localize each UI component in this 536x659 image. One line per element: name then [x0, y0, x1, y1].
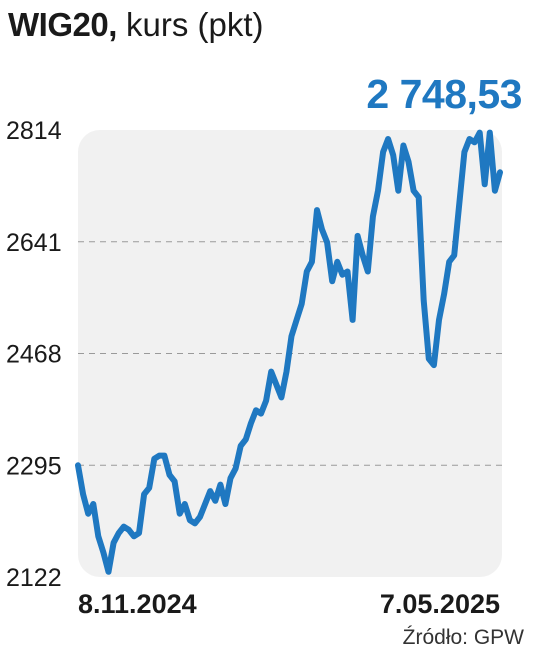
- x-axis-tick-labels: 8.11.2024 7.05.2025: [78, 589, 500, 619]
- source-note: Źródło: GPW: [402, 626, 524, 649]
- series-line: [75, 129, 503, 575]
- chart-title: WIG20, kurs (pkt): [8, 8, 264, 41]
- y-tick-label: 2468: [6, 341, 62, 369]
- y-tick-label: 2122: [6, 564, 62, 592]
- y-tick-label: 2295: [6, 452, 62, 480]
- y-tick-label: 2814: [6, 117, 62, 145]
- last-value-label: 2 748,53: [366, 71, 522, 117]
- x-tick-label: 7.05.2025: [380, 589, 500, 619]
- x-tick-label: 8.11.2024: [78, 589, 197, 619]
- y-tick-label: 2641: [6, 229, 62, 257]
- chart-title-unit: kurs (pkt): [116, 6, 264, 43]
- y-axis-tick-labels: 2122 2295 2468 2641 2814: [6, 117, 62, 592]
- chart-title-index: WIG20,: [8, 6, 117, 43]
